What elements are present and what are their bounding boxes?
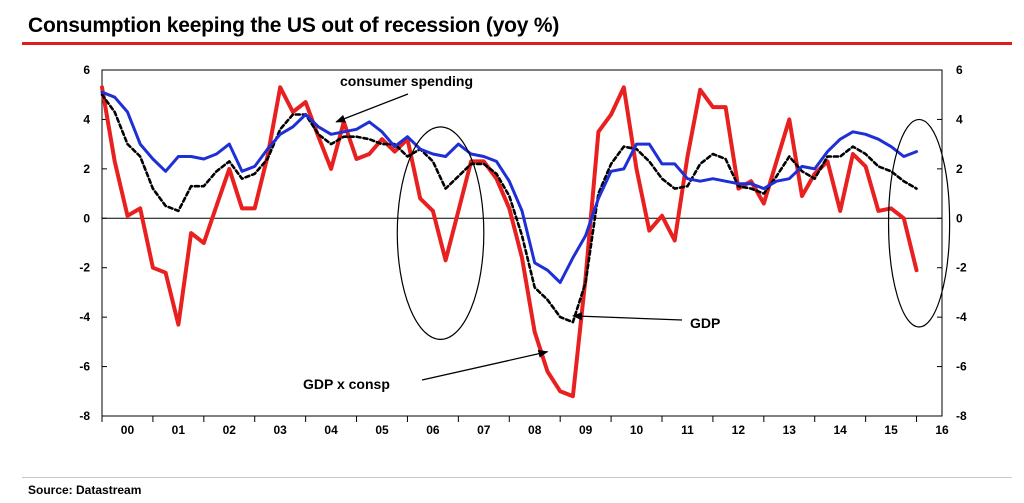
y-tick-label-left: -8 [79,409,90,423]
y-tick-label-right: -8 [956,409,967,423]
x-tick-label: 14 [834,423,848,437]
y-tick-label-left: 2 [83,162,90,176]
x-tick-label: 10 [630,423,644,437]
y-tick-label-right: 6 [956,63,963,77]
x-tick-label: 04 [324,423,338,437]
x-tick-label: 12 [732,423,746,437]
source-divider [22,477,1012,478]
highlight-ellipse [396,126,485,340]
x-tick-label: 03 [274,423,288,437]
y-tick-label-right: -2 [956,261,967,275]
x-tick-label: 13 [783,423,797,437]
annotation-label: GDP x consp [303,376,390,392]
series-line-gdp-x-consp [100,85,919,399]
x-tick-label: 16 [935,423,949,437]
x-tick-label: 06 [426,423,440,437]
y-tick-label-left: -2 [79,261,90,275]
y-tick-label-left: 0 [83,211,90,225]
series-line-consumer-spending [100,90,918,284]
highlight-ellipse [887,118,951,328]
annotation-arrow [421,349,549,381]
x-tick-label: 05 [375,423,389,437]
x-tick-label: 11 [681,423,694,437]
y-tick-label-right: -6 [956,360,967,374]
annotation-label: consumer spending [340,73,473,89]
x-tick-label: 09 [579,423,593,437]
x-tick-label: 07 [477,423,491,437]
y-tick-label-left: -6 [79,360,90,374]
y-tick-label-left: 6 [83,63,90,77]
x-tick-label: 01 [172,423,186,437]
x-tick-label: 08 [528,423,542,437]
y-tick-label-right: 4 [956,112,963,126]
y-tick-label-left: -4 [79,310,90,324]
title-underline [22,42,1012,45]
annotation-arrow [571,312,683,321]
y-tick-label-right: -4 [956,310,967,324]
plot-frame [101,69,943,417]
y-tick-label-right: 2 [956,162,963,176]
source-note: Source: Datastream [28,483,142,497]
x-tick-label: 00 [121,423,135,437]
x-tick-label: 15 [884,423,898,437]
annotation-label: GDP [690,315,720,331]
x-tick-label: 02 [223,423,237,437]
y-tick-label-left: 4 [83,112,90,126]
y-tick-label-right: 0 [956,211,963,225]
annotation-arrow [335,93,409,123]
chart-title: Consumption keeping the US out of recess… [28,14,560,37]
series-line-gdp [100,93,918,324]
